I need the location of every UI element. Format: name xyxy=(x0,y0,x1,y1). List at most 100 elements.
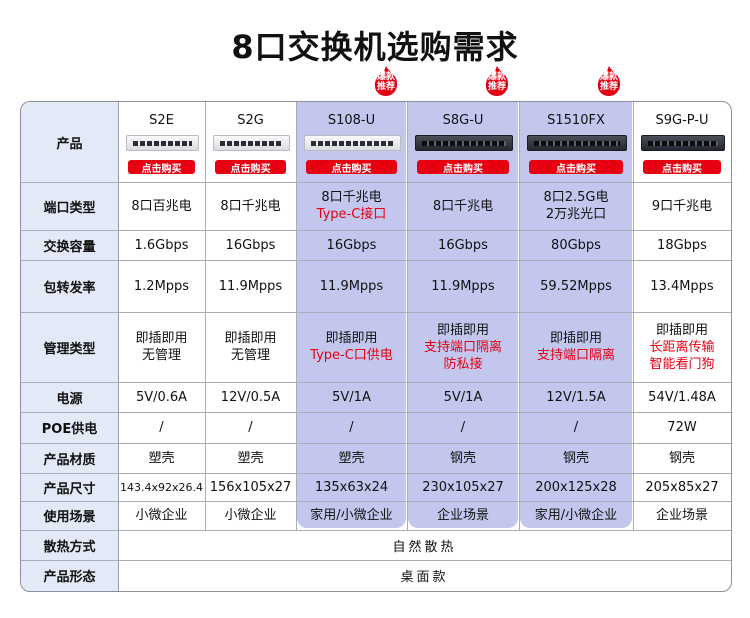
dark-switch-image xyxy=(641,135,725,151)
poe-cell: / xyxy=(407,412,519,443)
management-cell: 即插即用 无管理 xyxy=(205,312,296,382)
power-cell-line: 5V/1A xyxy=(443,389,483,405)
cooling-cell: 自然散热 xyxy=(392,539,457,555)
buy-button[interactable]: 点击购买 xyxy=(306,160,397,175)
power-cell-line: 5V/0.6A xyxy=(135,389,188,405)
scenario-cell: 小微企业 xyxy=(205,501,296,530)
capacity-cell-line: 80Gbps xyxy=(551,237,601,253)
ethernet-ports xyxy=(311,141,394,146)
power-cell: 5V/1A xyxy=(407,382,519,412)
row-header: 管理类型 xyxy=(43,341,96,357)
buy-button[interactable]: 点击购买 xyxy=(529,160,623,175)
row-divider xyxy=(21,382,731,383)
material-cell: 塑壳 xyxy=(118,443,205,473)
poe-cell: 72W xyxy=(633,412,731,443)
column-divider xyxy=(296,102,297,530)
port-type-cell: 8口千兆电 xyxy=(205,182,296,230)
dark-switch-image xyxy=(415,135,513,151)
row-header: 产品形态 xyxy=(43,570,96,585)
forwarding-rate-cell-line: 1.2Mpps xyxy=(133,278,190,294)
row-header: 交换容量 xyxy=(43,239,96,255)
comparison-table: 产品 端口类型 交换容量 包转发率 管理类型 电源 POE供电 产品材质 产品尺寸 使用场景 散热方… xyxy=(20,101,732,592)
capacity-cell: 16Gbps xyxy=(205,230,296,260)
product-name: S108-U xyxy=(327,113,376,128)
port-type-cell-line: Type-C接口 xyxy=(316,207,387,222)
row-header: 使用场景 xyxy=(43,510,96,525)
poe-cell-line: 72W xyxy=(667,420,697,435)
row-divider xyxy=(21,501,731,502)
port-type-cell: 8口百兆电 xyxy=(118,182,205,230)
ethernet-ports xyxy=(133,141,192,146)
product-name: S9G-P-U xyxy=(655,113,709,128)
capacity-cell: 16Gbps xyxy=(296,230,407,260)
material-cell-line: 钢壳 xyxy=(449,450,476,466)
size-cell-line: 205x85x27 xyxy=(645,479,719,495)
size-cell: 205x85x27 xyxy=(633,473,731,501)
power-cell-line: 12V/1.5A xyxy=(546,389,606,405)
hot-badge-line: 爆款 xyxy=(599,72,618,82)
forwarding-rate-cell: 11.9Mpps xyxy=(205,260,296,312)
buy-button[interactable]: 点击购买 xyxy=(128,160,195,175)
hot-badge-line: 爆款 xyxy=(487,72,506,82)
buy-button[interactable]: 点击购买 xyxy=(417,160,509,175)
poe-cell-line: / xyxy=(248,420,253,435)
capacity-cell: 18Gbps xyxy=(633,230,731,260)
product-name: S2E xyxy=(149,113,174,128)
management-cell: 即插即用 支持端口隔离 xyxy=(519,312,633,382)
scenario-cell-line: 家用/小微企业 xyxy=(310,508,393,523)
port-type-cell: 8口千兆电 Type-C接口 xyxy=(296,182,407,230)
buy-button[interactable]: 点击购买 xyxy=(215,160,286,175)
scenario-cell: 企业场景 xyxy=(633,501,731,530)
buy-button[interactable]: 点击购买 xyxy=(643,160,721,175)
size-cell-line: 156x105x27 xyxy=(209,479,292,495)
management-cell: 即插即用 支持端口隔离 防私接 xyxy=(407,312,519,382)
scenario-cell: 企业场景 xyxy=(407,501,519,530)
material-cell: 钢壳 xyxy=(519,443,633,473)
poe-cell-line: / xyxy=(573,420,579,435)
material-cell: 塑壳 xyxy=(296,443,407,473)
form-factor-cell: 桌面款 xyxy=(400,570,449,585)
row-header: 产品材质 xyxy=(43,452,96,468)
ethernet-ports xyxy=(534,141,620,146)
hot-recommend-text: 爆款 推荐 xyxy=(480,72,514,92)
capacity-cell-line: 16Gbps xyxy=(326,237,377,253)
row-header-column: 产品 端口类型 交换容量 包转发率 管理类型 电源 POE供电 产品材质 产品尺寸 使用场景 散热方… xyxy=(21,102,119,591)
column-divider xyxy=(519,102,520,530)
material-cell-line: 塑壳 xyxy=(237,450,264,466)
row-divider xyxy=(21,560,731,561)
forwarding-rate-cell-line: 11.9Mpps xyxy=(218,278,283,294)
material-cell: 钢壳 xyxy=(633,443,731,473)
scenario-cell: 小微企业 xyxy=(118,501,205,530)
management-cell-line: 支持端口隔离 xyxy=(536,348,615,363)
capacity-cell-line: 1.6Gbps xyxy=(134,237,189,253)
row-divider xyxy=(21,182,731,183)
forwarding-rate-cell-line: 59.52Mpps xyxy=(540,278,612,294)
port-type-cell-line: 8口2.5G电 xyxy=(543,190,609,205)
hot-recommend-badge: 爆款 推荐 xyxy=(480,64,514,98)
poe-cell-line: / xyxy=(349,420,354,435)
flame-icon xyxy=(485,66,509,96)
row-header: 产品尺寸 xyxy=(43,481,96,497)
size-cell: 156x105x27 xyxy=(205,473,296,501)
size-cell: 143.4x92x26.4 xyxy=(118,473,205,501)
white-switch-image xyxy=(213,135,290,151)
material-cell-line: 塑壳 xyxy=(338,450,365,466)
poe-cell-line: / xyxy=(159,420,164,435)
port-type-cell: 8口2.5G电 2万兆光口 xyxy=(519,182,633,230)
scenario-cell: 家用/小微企业 xyxy=(296,501,407,530)
hot-recommend-text: 爆款 推荐 xyxy=(592,72,626,92)
capacity-cell-line: 18Gbps xyxy=(657,237,707,253)
port-type-cell: 9口千兆电 xyxy=(633,182,731,230)
size-cell-line: 135x63x24 xyxy=(314,479,389,495)
hot-badge-line: 推荐 xyxy=(599,82,618,92)
material-cell: 塑壳 xyxy=(205,443,296,473)
forwarding-rate-cell-line: 11.9Mpps xyxy=(431,278,495,294)
capacity-cell-line: 16Gbps xyxy=(225,237,276,253)
poe-cell: / xyxy=(519,412,633,443)
poe-cell: / xyxy=(296,412,407,443)
white-switch-image xyxy=(304,135,401,151)
scenario-cell: 家用/小微企业 xyxy=(519,501,633,530)
scenario-cell-line: 企业场景 xyxy=(436,508,489,523)
column-divider xyxy=(205,102,206,530)
scenario-cell-line: 家用/小微企业 xyxy=(534,508,618,523)
